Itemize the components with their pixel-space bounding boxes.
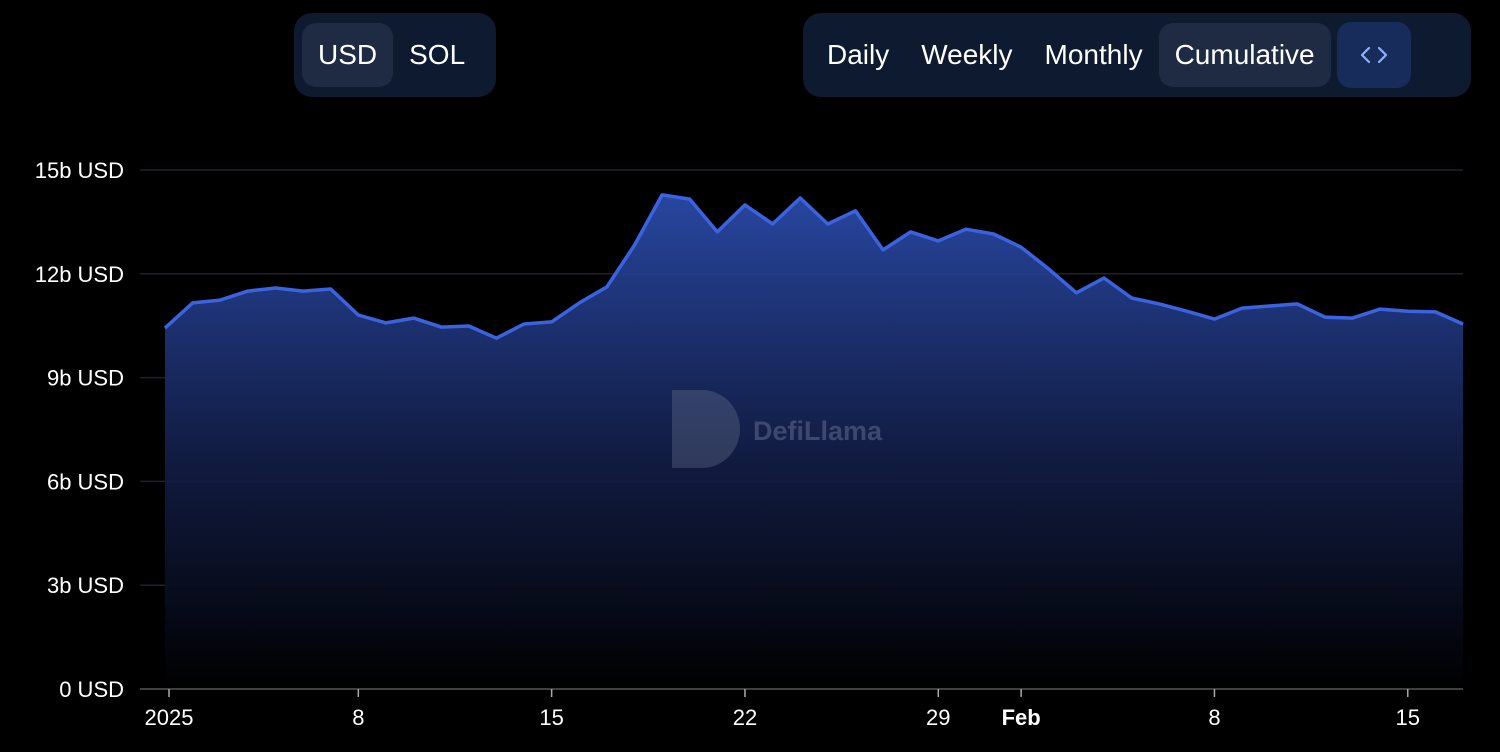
y-tick-label: 15b USD [35, 158, 124, 183]
toggle-button[interactable]: SOL [409, 39, 466, 70]
currency-toggle: USD SOL [294, 13, 496, 97]
embed-button[interactable] [1336, 22, 1411, 88]
y-tick-label: 3b USD [47, 573, 124, 598]
y-tick-label: 6b USD [47, 469, 124, 494]
embed-icon [1360, 46, 1387, 64]
toggle-button[interactable]: Daily [827, 39, 890, 70]
x-tick-label: 8 [352, 705, 364, 730]
x-tick-label: 8 [1208, 705, 1220, 730]
watermark: DefiLlama [672, 390, 883, 468]
toggle-button[interactable]: Weekly [921, 39, 1013, 70]
watermark-text: DefiLlama [753, 416, 883, 446]
x-tick-label: 29 [926, 705, 950, 730]
toggle-button[interactable]: Monthly [1044, 39, 1143, 70]
watermark-logo [672, 390, 740, 468]
area [165, 194, 1463, 689]
y-tick-label: 0 USD [59, 677, 124, 702]
y-tick-label: 12b USD [35, 262, 124, 287]
line [163, 193, 1464, 340]
period-toggle: Daily Weekly Monthly Cumulative [803, 13, 1471, 97]
toggle-button[interactable]: Cumulative [1158, 23, 1331, 87]
y-tick-label: 9b USD [47, 366, 124, 391]
x-tick-label: Feb [1002, 705, 1041, 730]
x-tick-label: 15 [1396, 705, 1420, 730]
x-tick-label: 22 [733, 705, 757, 730]
x-tick-label: 2025 [145, 705, 194, 730]
x-tick-label: 15 [539, 705, 563, 730]
toggle-button[interactable]: USD [302, 23, 394, 87]
